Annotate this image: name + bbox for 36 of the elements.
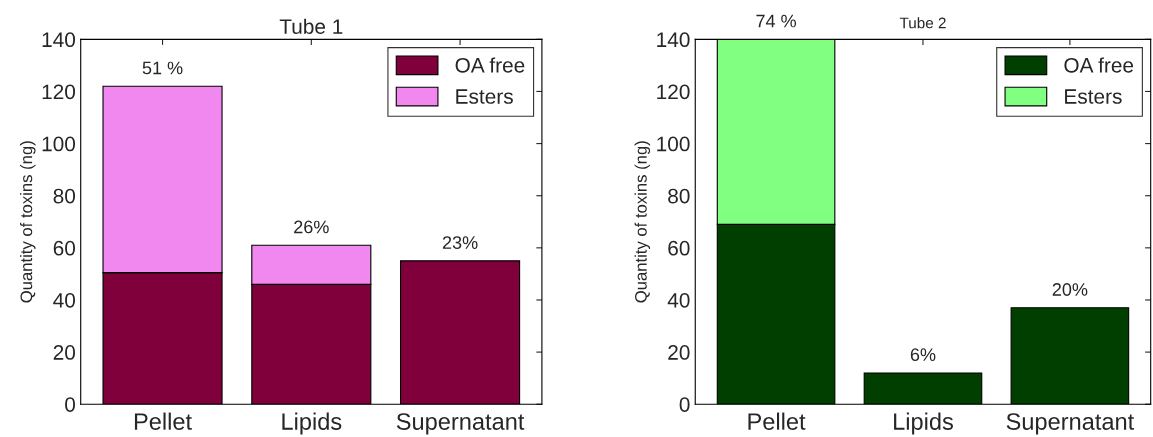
y-tick-label: 140 xyxy=(657,32,690,48)
x-tick-label: Pellet xyxy=(134,412,192,430)
x-tick-label: Lipids xyxy=(282,412,342,435)
y-axis-title: Quantity of toxins (ng) xyxy=(20,141,36,303)
y-tick-label: 120 xyxy=(42,84,76,100)
y-tick-label: 20 xyxy=(668,345,690,360)
legend-label: OA free xyxy=(455,57,525,73)
y-tick-label: 0 xyxy=(65,397,76,412)
y-axis-title: Quantity of toxins (ng) xyxy=(634,141,651,303)
x-tick-label: Supernatant xyxy=(1006,413,1135,435)
annotation: 6% xyxy=(910,348,936,362)
annotation: 20% xyxy=(1052,283,1088,296)
y-tick-label: 20 xyxy=(53,345,76,360)
legend-label: Esters xyxy=(1065,89,1122,104)
annotation: 51 % xyxy=(142,61,183,75)
y-tick-label: 100 xyxy=(657,136,690,152)
x-tick-label: Supernatant xyxy=(396,413,525,435)
legend-label: OA free xyxy=(1064,57,1134,73)
y-tick-label: 140 xyxy=(42,32,76,48)
annotation: 74 % xyxy=(756,14,796,28)
y-tick-label: 80 xyxy=(668,188,690,204)
y-tick-label: 80 xyxy=(53,188,76,204)
y-tick-label: 40 xyxy=(667,292,690,308)
annotation: 26% xyxy=(294,220,329,234)
y-tick-label: 60 xyxy=(53,240,76,256)
y-tick-label: 60 xyxy=(668,240,690,256)
y-tick-label: 40 xyxy=(53,292,76,308)
annotation: 23% xyxy=(442,236,478,249)
chart-title: Tube 1 xyxy=(279,18,343,34)
legend-label: Esters xyxy=(456,89,513,104)
x-tick-label: Lipids xyxy=(894,412,953,435)
chart-title: Tube 2 xyxy=(899,17,946,29)
y-tick-label: 120 xyxy=(657,84,690,100)
x-tick-label: Pellet xyxy=(748,412,806,430)
y-tick-label: 0 xyxy=(679,397,690,412)
y-tick-label: 100 xyxy=(42,136,76,152)
